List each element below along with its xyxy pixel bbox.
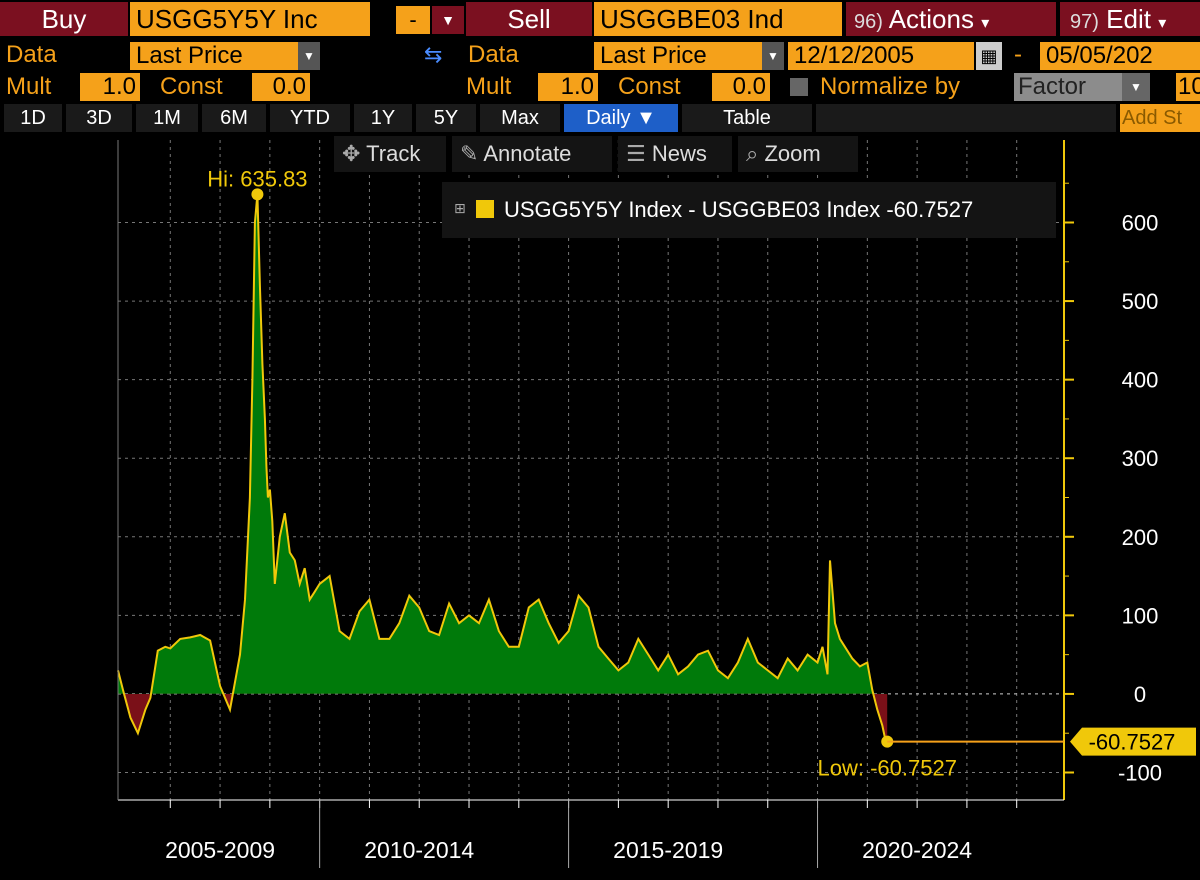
expand-icon[interactable]: ⊞ [454, 200, 466, 216]
y-tick-label: 0 [1134, 682, 1146, 707]
minus-button[interactable]: - [396, 6, 430, 34]
y-tick-label: 300 [1122, 446, 1159, 471]
const-field-right[interactable]: 0.0 [712, 73, 770, 101]
search-icon: ⌕ [746, 141, 759, 166]
end-date-field[interactable]: 05/05/202 [1040, 42, 1200, 70]
last-value-label: -60.7527 [1089, 730, 1176, 755]
tab-6m[interactable]: 6M [202, 104, 266, 132]
const-field-left[interactable]: 0.0 [252, 73, 310, 101]
news-label: News [651, 141, 707, 166]
chart-marks: Hi: 635.83 Low: -60.7527 -60.7527 [207, 166, 1196, 781]
high-point-marker [251, 188, 264, 201]
add-study-field[interactable]: Add St [1120, 104, 1200, 132]
edit-num: 97) [1070, 11, 1099, 33]
normalize-factor-field[interactable]: 10 [1176, 73, 1200, 101]
actions-num: 96) [854, 11, 883, 33]
tab-max[interactable]: Max [480, 104, 560, 132]
data-select-left-arrow[interactable]: ▼ [298, 42, 320, 70]
edit-label: Edit [1106, 4, 1151, 34]
buy-label: Buy [0, 2, 128, 36]
tab-1y[interactable]: 1Y [354, 104, 412, 132]
tab-1m[interactable]: 1M [136, 104, 198, 132]
mult-field-left[interactable]: 1.0 [80, 73, 140, 101]
area-positive [118, 194, 874, 694]
buy-ticker-field[interactable]: USGG5Y5Y Inc [130, 2, 370, 36]
swap-icon[interactable]: ⇆ [424, 42, 443, 67]
y-tick-label: 500 [1122, 289, 1159, 314]
actions-button[interactable]: 96) Actions ▾ [846, 2, 1056, 36]
track-label: Track [366, 141, 421, 166]
tab-spacer [816, 104, 1116, 132]
annotate-button[interactable]: ✎ Annotate [452, 136, 612, 172]
news-button[interactable]: ☰ News [618, 136, 732, 172]
mult-field-right[interactable]: 1.0 [538, 73, 598, 101]
x-period-label: 2005-2009 [165, 837, 275, 863]
chart-axes: 600 500 400 300 200 100 0 -100 2005-2009 2010-201… [117, 140, 1162, 868]
sell-ticker-field[interactable]: USGGBE03 Ind [594, 2, 842, 36]
y-tick-label: 200 [1122, 525, 1159, 550]
y-tick-label: 600 [1122, 211, 1159, 236]
x-period-label: 2010-2014 [364, 837, 474, 863]
zoom-button[interactable]: ⌕ Zoom [738, 136, 858, 172]
tab-3d[interactable]: 3D [66, 104, 132, 132]
y-tick-label: -100 [1118, 761, 1162, 786]
actions-label: Actions [888, 4, 974, 34]
const-label-left: Const [160, 73, 223, 100]
data-select-right-arrow[interactable]: ▼ [762, 42, 784, 70]
data-select-right[interactable]: Last Price [594, 42, 762, 70]
buy-sell-bar: Buy USGG5Y5Y Inc - ▼ Sell USGGBE03 Ind 9… [0, 0, 1200, 38]
data-label-right: Data [468, 41, 519, 68]
crosshair-icon: ✥ [342, 141, 361, 166]
legend-box[interactable]: ⊞ USGG5Y5Y Index - USGGBE03 Index -60.75… [442, 182, 1056, 238]
low-label: Low: -60.7527 [818, 756, 957, 781]
data-label-left: Data [6, 41, 57, 68]
date-dash: - [1014, 41, 1022, 68]
tab-5y[interactable]: 5Y [416, 104, 476, 132]
annotate-label: Annotate [483, 141, 572, 166]
calendar-icon[interactable]: ▦ [976, 42, 1002, 70]
data-row: Data Last Price ▼ ⇆ Data Last Price ▼ 12… [0, 40, 1200, 72]
x-period-label: 2015-2019 [613, 837, 723, 863]
tab-table[interactable]: Table [682, 104, 812, 132]
data-select-left[interactable]: Last Price [130, 42, 298, 70]
normalize-select[interactable]: Factor [1014, 73, 1122, 101]
const-label-right: Const [618, 73, 681, 100]
track-button[interactable]: ✥ Track [334, 136, 446, 172]
normalize-checkbox[interactable] [790, 78, 808, 96]
legend-swatch [476, 200, 494, 218]
tab-ytd[interactable]: YTD [270, 104, 350, 132]
minus-dropdown-arrow[interactable]: ▼ [432, 6, 464, 34]
tab-daily[interactable]: Daily ▼ [564, 104, 678, 132]
chevron-down-icon: ▾ [1158, 15, 1167, 32]
normalize-select-arrow[interactable]: ▼ [1122, 73, 1150, 101]
legend-text: USGG5Y5Y Index - USGGBE03 Index -60.7527 [504, 197, 974, 222]
tab-1d[interactable]: 1D [4, 104, 62, 132]
mult-label-left: Mult [6, 73, 52, 100]
y-tick-label: 100 [1122, 603, 1159, 628]
mult-const-row: Mult 1.0 Const 0.0 Mult 1.0 Const 0.0 No… [0, 72, 1200, 102]
news-icon: ☰ [626, 141, 646, 166]
normalize-label: Normalize by [820, 73, 961, 100]
start-date-field[interactable]: 12/12/2005 [788, 42, 974, 70]
y-tick-label: 400 [1122, 368, 1159, 393]
edit-button[interactable]: 97) Edit ▾ [1060, 2, 1200, 36]
last-value-callout [1070, 727, 1196, 756]
pencil-icon: ✎ [460, 141, 479, 166]
series-line [117, 194, 889, 743]
mult-label-right: Mult [466, 73, 512, 100]
x-period-label: 2020-2024 [862, 837, 972, 863]
chart-grid [118, 140, 1064, 800]
chevron-down-icon: ▾ [981, 15, 990, 32]
high-label: Hi: 635.83 [207, 166, 307, 191]
zoom-label: Zoom [764, 141, 821, 166]
sell-label: Sell [466, 2, 592, 36]
